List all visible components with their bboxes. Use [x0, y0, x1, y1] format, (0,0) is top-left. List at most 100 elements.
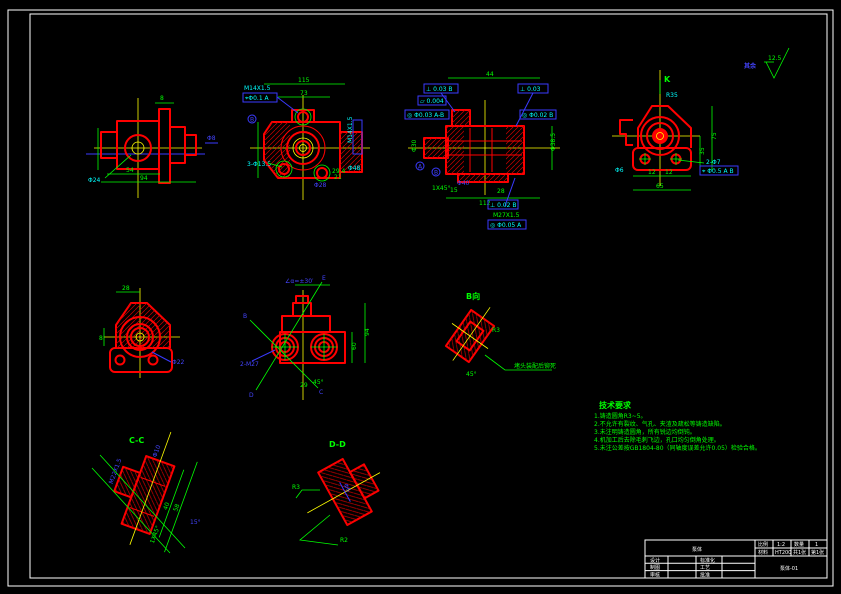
- dim-label: Φ30: [411, 139, 418, 152]
- angle-label: 45°: [466, 371, 477, 378]
- tech-requirements: 技术要求 1.铸造圆角R3~5。 2.不允许有裂纹、气孔、夹渣及疏松等铸造缺陷。…: [594, 400, 761, 452]
- gdt-frame: ▱ 0.004: [420, 98, 444, 105]
- dim-label: Φ8: [207, 135, 216, 142]
- dim-label: 8: [99, 335, 103, 342]
- gdt-frame: ◎ Φ0.05 A: [490, 222, 522, 229]
- tech-line: 2.不允许有裂纹、气孔、夹渣及疏松等铸造缺陷。: [594, 420, 726, 428]
- surface-note-prefix: 其余: [744, 62, 757, 70]
- view-section-cc: C-C 40 58 M22X1.5 Φ10 1X45° 15°: [91, 431, 201, 554]
- dim-label: 115: [298, 77, 310, 84]
- dim-label: 45°: [313, 379, 324, 386]
- dim-label: 12: [648, 169, 656, 176]
- view-front: M14X1.5 ⌖Φ0.1 A B 115 73 M14X1.5 3-Φ13.5…: [242, 77, 370, 200]
- dia-label: Φ10: [152, 444, 163, 458]
- tech-line: 3.未注明铸造圆角，所有锐边均倒钝。: [594, 428, 696, 436]
- dim-label: 29.4: [332, 168, 346, 175]
- radius-label: R35: [666, 92, 678, 99]
- radius-label: R2: [340, 537, 348, 544]
- dim-label: 73: [300, 90, 308, 97]
- datum-label: B: [434, 170, 438, 177]
- roughness-check-icon: [765, 47, 790, 79]
- dim-label: 12: [665, 169, 673, 176]
- dim-label: 15: [450, 187, 458, 194]
- tb-row-label: 工艺: [700, 565, 710, 571]
- tech-line: 5.未注公差按GB1804-80（同轴度误差允许0.05）检验合格。: [594, 444, 761, 452]
- radius-label: R3: [492, 327, 500, 334]
- dim-label: Φ38.5: [550, 133, 557, 151]
- datum-label: A: [418, 164, 423, 171]
- dia-label: Φ40: [457, 180, 470, 187]
- angle-label: 15°: [190, 519, 201, 526]
- view-direction-label: K: [664, 75, 671, 84]
- dim-label: Φ24: [88, 177, 101, 184]
- view-rear: K R35 75 35 12 12 65 2-Φ7 ⌖ Φ0.5 A B Φ6: [612, 70, 739, 191]
- tb-cell: 1:2: [777, 542, 785, 548]
- gdt-frame: ◎ Φ0.03 A-B: [407, 112, 444, 119]
- dia-label: Φ28: [314, 182, 327, 189]
- tech-line: 4.机加工后去除毛刺飞边，孔口均匀倒角处理。: [594, 436, 720, 444]
- tb-cell: 1: [815, 542, 818, 548]
- dim-label: 8: [160, 95, 164, 102]
- gdt-frame: ⌖ Φ0.5 A B: [702, 168, 734, 175]
- thread-label: M14X1.5: [244, 85, 271, 92]
- detail-label: B向: [466, 291, 480, 301]
- dia-label: Φ6: [615, 167, 624, 174]
- cut-letter: C: [319, 389, 323, 396]
- tb-cell: 第1张: [811, 549, 824, 556]
- view-section-main: ⊥ 0.03 B ▱ 0.004 ◎ Φ0.03 A-B ⊥ 0.03 ◎ Φ0…: [404, 71, 560, 230]
- gdt-frame: ⌖Φ0.1 A: [245, 95, 270, 102]
- section-label: D-D: [329, 440, 346, 449]
- tech-line: 1.铸造圆角R3~5。: [594, 412, 647, 420]
- chamfer-label: 1X45°: [432, 185, 451, 192]
- dia-label: Φ48: [348, 165, 361, 172]
- gdt-frame: ⊥ 0.02 B: [490, 202, 517, 209]
- thread-label: M27X1.5: [493, 212, 520, 219]
- cut-letter: E: [322, 275, 326, 282]
- surface-note-value: 12.5: [768, 55, 782, 62]
- title-block: 泵体 比例 1:2 数量 1 材料 HT200 共1张 第1张 设计 标准化 制…: [644, 539, 828, 579]
- sheet-frame: [7, 9, 834, 587]
- dia-label: Φ22: [172, 359, 185, 366]
- dim-label: 29: [300, 382, 308, 389]
- gdt-frame: ⊥ 0.03 B: [426, 86, 453, 93]
- dim-label: 40: [162, 501, 171, 511]
- holes-label: 3-Φ13.5: [247, 161, 271, 168]
- tb-cell: 数量: [794, 541, 804, 548]
- part-name: 泵体: [692, 546, 702, 553]
- tb-row-label: 批准: [700, 572, 710, 579]
- section-label: C-C: [129, 436, 144, 445]
- detail-note: 堵头装配后铆死: [514, 362, 556, 370]
- holes-label: 2-Φ7: [706, 159, 721, 166]
- dim-label: 44: [486, 71, 494, 78]
- dim-label: 94: [364, 328, 371, 336]
- surface-roughness-note: 其余 12.5: [744, 47, 790, 79]
- tb-cell: 比例: [758, 541, 768, 548]
- dia-label: Φ6: [342, 482, 352, 493]
- tb-cell: 共1张: [793, 549, 806, 556]
- thread-label: M14X1.5: [347, 116, 354, 143]
- tb-cell: 材料: [758, 549, 768, 556]
- datum-label: B: [250, 117, 254, 124]
- dim-label: 28: [122, 285, 130, 292]
- view-plan: B C E D ∠α=±30′ 2-M27 60 94 29 45°: [240, 275, 371, 400]
- dim-label: 28: [497, 188, 505, 195]
- view-side: 8 54 94 Φ24 Φ8: [86, 95, 218, 198]
- tech-title: 技术要求: [599, 400, 632, 410]
- doc-number: 泵体-01: [780, 565, 798, 572]
- tb-cell: HT200: [775, 550, 791, 556]
- dim-label: 35: [699, 147, 706, 155]
- leader-label: 2-M27: [240, 361, 259, 368]
- dim-label: 65: [656, 183, 664, 190]
- radius-label: R3: [292, 484, 300, 491]
- dim-label: 58: [172, 503, 181, 513]
- tb-row-label: 审核: [650, 572, 660, 579]
- dim-label: 21: [334, 174, 342, 181]
- cut-letter: D: [249, 392, 254, 399]
- angle-label: ∠α=±30′: [285, 278, 314, 285]
- dim-label: 75: [711, 132, 718, 140]
- view-detail-b: B向 R3 45° 堵头装配后铆死: [444, 291, 556, 378]
- dim-label: 94: [140, 175, 148, 182]
- dim-label: 112: [479, 200, 491, 207]
